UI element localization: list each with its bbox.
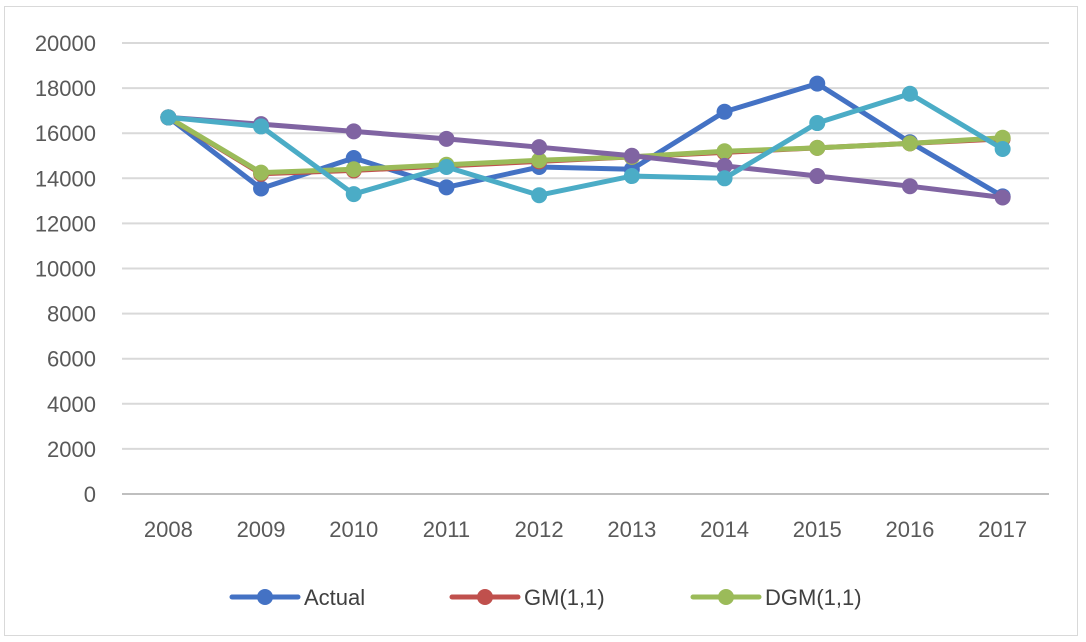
data-point-unlabeled	[623, 147, 640, 164]
series-line-actual	[165, 81, 1006, 199]
legend-label: Actual	[304, 585, 365, 610]
series-line-dgm-1-1	[165, 114, 1006, 176]
data-point-dgm-1-1	[716, 143, 733, 160]
legend-label: GM(1,1)	[524, 585, 605, 610]
x-tick-label: 2016	[885, 517, 934, 542]
data-point-unlabeled	[716, 157, 733, 174]
y-tick-label: 14000	[35, 166, 96, 191]
x-tick-label: 2008	[144, 517, 193, 542]
chart-area	[4, 6, 1078, 636]
data-point-unlabeled	[994, 189, 1011, 206]
data-point-unlabeled	[809, 115, 826, 132]
data-point-dgm-1-1	[994, 129, 1011, 146]
y-tick-label: 8000	[47, 302, 96, 327]
x-tick-label: 2012	[515, 517, 564, 542]
data-point-unlabeled	[809, 168, 826, 185]
y-tick-label: 4000	[47, 392, 96, 417]
data-point-actual	[716, 103, 733, 120]
x-tick-label: 2015	[793, 517, 842, 542]
x-tick-label: 2010	[329, 517, 378, 542]
x-tick-label: 2009	[237, 517, 286, 542]
data-point-unlabeled	[623, 168, 640, 185]
y-tick-label: 12000	[35, 211, 96, 236]
legend-marker	[477, 589, 493, 605]
data-point-actual	[345, 150, 362, 167]
data-point-unlabeled	[345, 123, 362, 140]
data-point-unlabeled	[716, 170, 733, 187]
data-point-unlabeled	[345, 186, 362, 203]
data-point-unlabeled	[994, 140, 1011, 157]
y-tick-label: 16000	[35, 121, 96, 146]
data-point-unlabeled	[438, 130, 455, 147]
legend-marker	[257, 589, 273, 605]
data-point-unlabeled	[901, 178, 918, 195]
x-tick-label: 2011	[423, 517, 470, 542]
data-point-actual	[809, 75, 826, 92]
data-point-actual	[253, 180, 270, 197]
data-point-unlabeled	[160, 109, 177, 126]
data-point-dgm-1-1	[809, 139, 826, 156]
y-tick-label: 6000	[47, 347, 96, 372]
data-point-unlabeled	[253, 118, 270, 135]
y-tick-label: 10000	[35, 257, 96, 282]
series-line-unlabeled	[165, 114, 1006, 200]
x-tick-label: 2013	[607, 517, 656, 542]
data-point-unlabeled	[901, 85, 918, 102]
y-tick-label: 0	[84, 482, 96, 507]
data-point-actual	[438, 179, 455, 196]
data-point-dgm-1-1	[901, 135, 918, 152]
series-line-unlabeled	[165, 91, 1006, 198]
legend-label: DGM(1,1)	[765, 585, 862, 610]
legend-marker	[718, 589, 734, 605]
data-point-dgm-1-1	[531, 152, 548, 169]
data-point-unlabeled	[438, 159, 455, 176]
data-point-dgm-1-1	[345, 161, 362, 178]
y-tick-label: 20000	[35, 31, 96, 56]
data-point-unlabeled	[531, 139, 548, 156]
y-tick-label: 18000	[35, 76, 96, 101]
x-tick-label: 2017	[978, 517, 1027, 542]
data-point-unlabeled	[531, 187, 548, 204]
x-tick-label: 2014	[700, 517, 749, 542]
y-tick-label: 2000	[47, 437, 96, 462]
data-point-dgm-1-1	[253, 164, 270, 181]
